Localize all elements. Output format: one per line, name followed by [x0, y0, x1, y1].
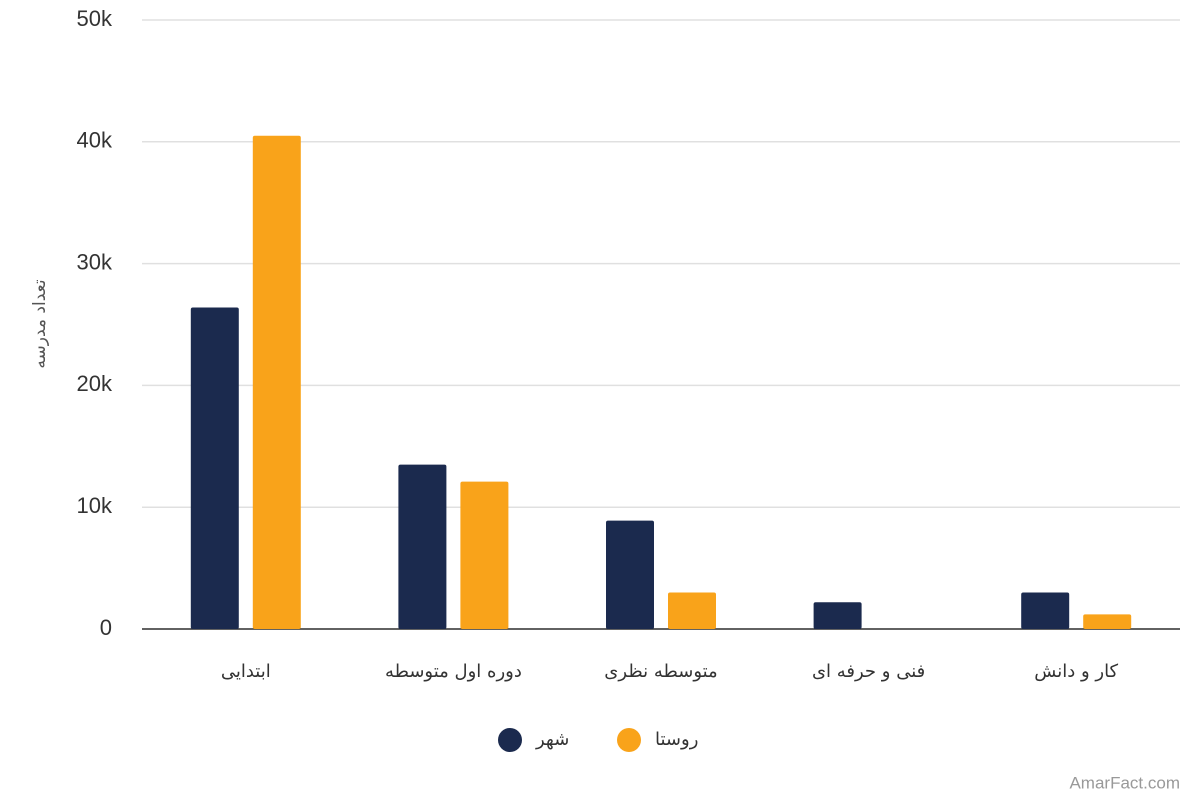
y-tick-label: 50k: [77, 6, 113, 31]
bar: [398, 464, 447, 629]
x-tick-label: کار و دانش: [1034, 661, 1118, 682]
y-tick-label: 30k: [77, 249, 113, 274]
watermark: AmarFact.com: [1069, 773, 1180, 792]
bar: [668, 592, 716, 629]
y-tick-label: 40k: [77, 128, 113, 153]
legend-label[interactable]: شهر: [535, 729, 569, 750]
y-tick-label: 20k: [77, 371, 113, 396]
bar: [460, 481, 509, 629]
bar: [1083, 614, 1132, 629]
y-axis-label: تعداد مدرسه: [30, 279, 50, 368]
bar: [1021, 592, 1070, 629]
legend-swatch: [498, 728, 522, 752]
y-tick-label: 0: [100, 615, 112, 640]
x-tick-label: فنی و حرفه ای: [812, 661, 925, 682]
bar: [606, 520, 654, 629]
bar: [252, 135, 301, 629]
bar: [813, 602, 862, 629]
x-tick-label: متوسطه نظری: [604, 661, 717, 682]
legend-label[interactable]: روستا: [655, 729, 698, 750]
bar: [190, 307, 239, 629]
y-tick-label: 10k: [77, 493, 113, 518]
legend-swatch: [617, 728, 641, 752]
x-tick-label: ابتدایی: [221, 661, 271, 682]
x-tick-label: دوره اول متوسطه: [385, 661, 522, 682]
